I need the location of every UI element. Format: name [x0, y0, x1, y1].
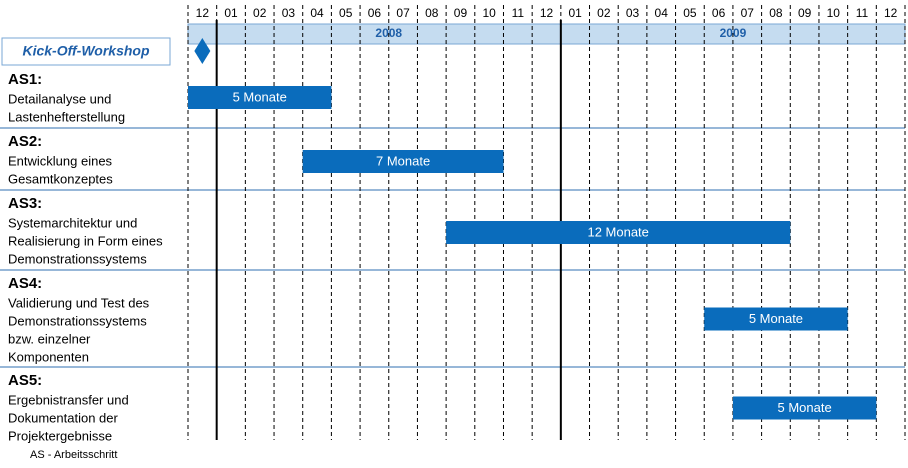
- task-description: bzw. einzelner: [8, 331, 91, 346]
- task-bar: [188, 86, 332, 109]
- task-description: Entwicklung eines: [8, 153, 113, 168]
- month-label: 10: [482, 6, 496, 20]
- month-label: 02: [597, 6, 611, 20]
- month-label: 06: [712, 6, 726, 20]
- milestone-box: [1, 37, 171, 66]
- month-label: 04: [655, 6, 669, 20]
- task-name: AS4:: [8, 275, 42, 292]
- month-label: 09: [454, 6, 468, 20]
- month-label: 02: [253, 6, 267, 20]
- task-duration-label: 5 Monate: [749, 311, 803, 326]
- task-duration-label: 5 Monate: [778, 400, 832, 415]
- task-duration-label: 12 Monate: [587, 224, 648, 239]
- month-label: 05: [339, 6, 353, 20]
- task-duration-label: 5 Monate: [233, 89, 287, 104]
- month-label: 10: [827, 6, 841, 20]
- task-description: Realisierung in Form eines: [8, 233, 163, 248]
- task-name: AS5:: [8, 372, 42, 389]
- task-description: Komponenten: [8, 349, 89, 364]
- milestone-label: Kick-Off-Workshop: [22, 43, 149, 59]
- month-label: 01: [224, 6, 238, 20]
- task-description: Gesamtkonzeptes: [8, 171, 113, 186]
- month-label: 07: [741, 6, 755, 20]
- footnote: AS - Arbeitsschritt: [30, 449, 117, 461]
- task-description: Projektergebnisse: [8, 428, 112, 443]
- month-label: 12: [540, 6, 554, 20]
- task-description: Dokumentation der: [8, 410, 119, 425]
- month-label: 03: [282, 6, 296, 20]
- month-label: 08: [425, 6, 439, 20]
- task-description: Demonstrationssystems: [8, 313, 147, 328]
- task-name: AS1:: [8, 71, 42, 88]
- month-label: 11: [856, 6, 869, 20]
- month-label: 06: [368, 6, 382, 20]
- task-duration-label: 7 Monate: [376, 153, 430, 168]
- task-bar: [732, 396, 877, 420]
- month-label: 07: [396, 6, 410, 20]
- task-description: Systemarchitektur und: [8, 215, 137, 230]
- month-label: 04: [310, 6, 324, 20]
- month-label: 11: [512, 6, 525, 20]
- month-label: 03: [626, 6, 640, 20]
- task-name: AS2:: [8, 133, 42, 150]
- task-bar: [302, 150, 504, 173]
- month-label: 09: [798, 6, 812, 20]
- task-description: Ergebnistransfer und: [8, 392, 129, 407]
- month-label: 05: [683, 6, 697, 20]
- milestone-diamond: [194, 38, 211, 64]
- task-description: Detailanalyse und: [8, 91, 111, 106]
- task-description: Lastenhefterstellung: [8, 109, 125, 124]
- task-description: Validierung und Test des: [8, 295, 150, 310]
- task-bar: [704, 307, 848, 331]
- year-band: [187, 23, 906, 45]
- month-label: 01: [569, 6, 583, 20]
- month-label: 12: [884, 6, 898, 20]
- task-name: AS3:: [8, 195, 42, 212]
- task-bar: [446, 221, 791, 244]
- task-description: Demonstrationssystems: [8, 251, 147, 266]
- month-label: 12: [196, 6, 210, 20]
- month-label: 08: [769, 6, 783, 20]
